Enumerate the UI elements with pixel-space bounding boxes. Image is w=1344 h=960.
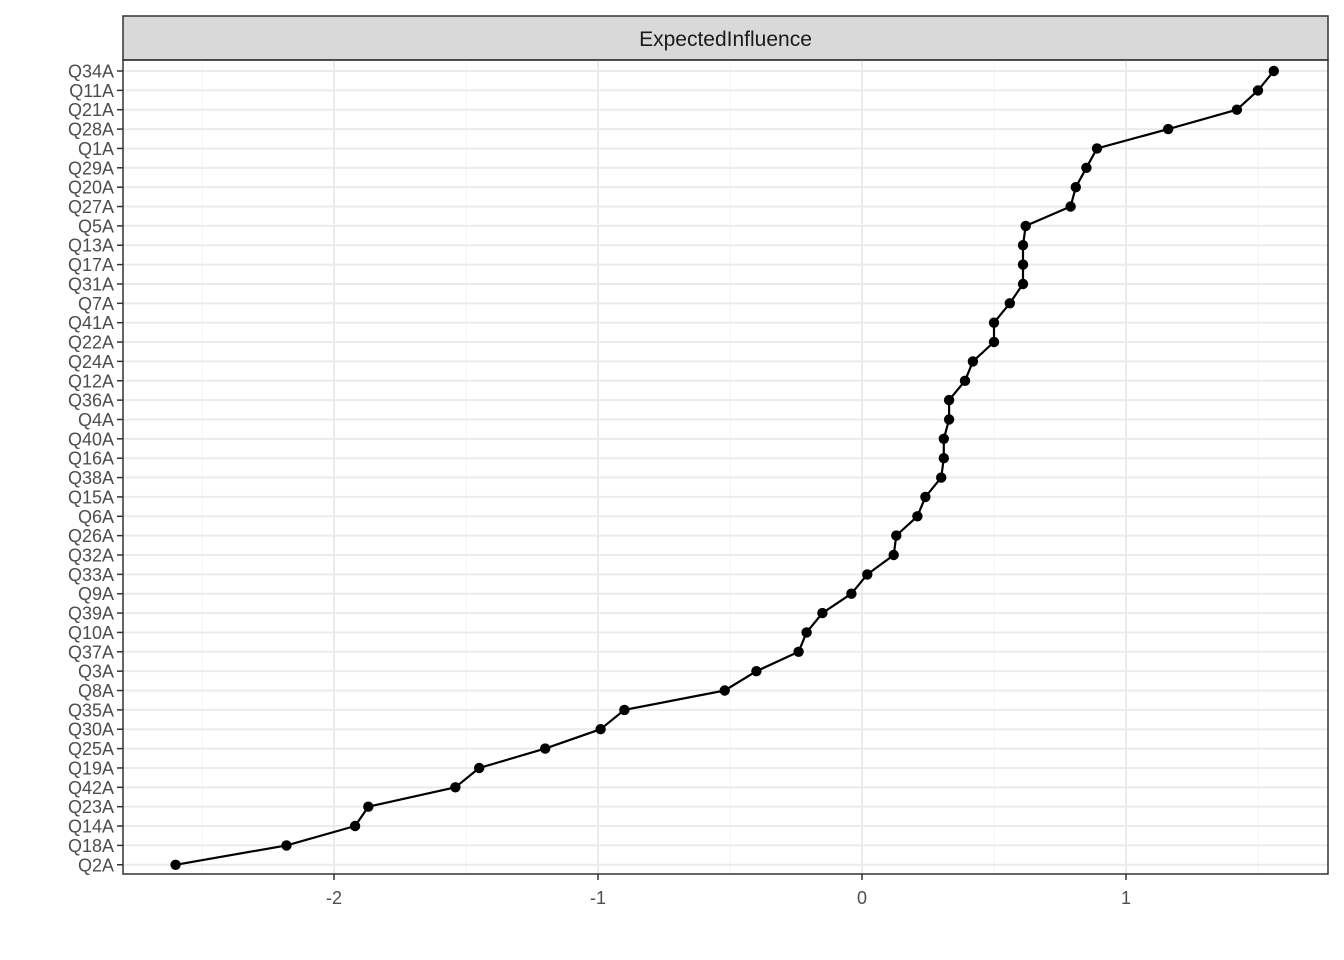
data-point: [281, 840, 292, 851]
data-point: [912, 511, 923, 522]
y-tick-label: Q14A: [68, 817, 114, 837]
data-point: [943, 394, 955, 406]
data-point: [846, 588, 857, 599]
y-tick-label: Q31A: [68, 274, 114, 294]
y-tick-label: Q28A: [68, 120, 114, 140]
data-point: [595, 724, 606, 735]
data-point: [988, 336, 1000, 348]
data-point: [967, 356, 979, 367]
y-tick-label: Q19A: [68, 758, 114, 778]
y-tick-label: Q20A: [68, 178, 114, 198]
x-tick-label: 0: [857, 888, 867, 908]
y-tick-label: Q15A: [68, 487, 114, 507]
strip-title: ExpectedInfluence: [639, 28, 812, 51]
y-tick-label: Q32A: [68, 546, 114, 566]
data-point: [1163, 123, 1174, 135]
data-point: [1065, 201, 1076, 212]
data-point: [988, 317, 1000, 328]
y-tick-label: Q7A: [78, 294, 114, 314]
y-tick-label: Q39A: [68, 604, 114, 624]
y-tick-label: Q37A: [68, 642, 114, 662]
data-point: [920, 491, 931, 503]
data-point: [751, 666, 762, 677]
data-point: [1017, 278, 1029, 290]
y-tick-label: Q21A: [68, 100, 114, 120]
data-point: [938, 433, 949, 444]
data-point: [619, 704, 630, 716]
data-point: [1231, 104, 1243, 115]
data-point: [1017, 259, 1029, 270]
x-tick-label: -2: [326, 888, 342, 908]
y-tick-label: Q36A: [68, 391, 114, 411]
y-tick-label: Q1A: [78, 139, 114, 159]
data-point: [1252, 85, 1264, 96]
y-tick-label: Q24A: [68, 352, 114, 372]
data-point: [959, 375, 971, 386]
y-tick-label: Q35A: [68, 700, 114, 720]
data-point: [862, 569, 873, 580]
y-tick-label: Q3A: [78, 662, 114, 682]
panel-border: [122, 59, 1329, 875]
y-tick-label: Q23A: [68, 797, 114, 817]
y-tick-label: Q34A: [68, 62, 114, 82]
y-tick-label: Q22A: [68, 333, 114, 353]
y-tick-label: Q10A: [68, 623, 114, 643]
x-axis: -2 -1 0 1: [326, 874, 1131, 908]
data-point: [1081, 162, 1092, 173]
data-point: [793, 646, 804, 657]
data-point: [1020, 220, 1031, 232]
series: [170, 65, 1280, 870]
data-point: [938, 453, 949, 464]
data-point: [888, 549, 899, 561]
y-tick-label: Q26A: [68, 526, 114, 546]
data-point: [1004, 298, 1015, 309]
x-tick-label: -1: [590, 888, 606, 908]
y-tick-label: Q18A: [68, 836, 114, 856]
data-point: [936, 472, 947, 483]
y-tick-label: Q6A: [78, 507, 114, 527]
y-tick-label: Q27A: [68, 197, 114, 217]
y-tick-label: Q38A: [68, 468, 114, 488]
data-point: [540, 743, 551, 754]
data-point: [1070, 182, 1082, 193]
data-point: [817, 607, 828, 619]
y-tick-label: Q11A: [69, 81, 114, 101]
y-tick-label: Q8A: [78, 681, 114, 701]
grid-major: [123, 60, 1328, 874]
y-tick-label: Q13A: [68, 236, 114, 256]
y-tick-label: Q12A: [68, 371, 114, 391]
data-point: [349, 820, 361, 832]
y-tick-label: Q29A: [68, 158, 114, 178]
series-line: [175, 70, 1275, 866]
data-point: [801, 627, 812, 638]
data-point: [450, 782, 461, 793]
data-point: [891, 530, 902, 541]
y-tick-label: Q33A: [68, 565, 114, 585]
data-point: [1017, 240, 1029, 251]
data-point: [474, 762, 485, 774]
data-point: [170, 859, 181, 870]
y-tick-label: Q25A: [68, 739, 114, 759]
data-point: [363, 801, 374, 812]
data-point: [943, 414, 955, 425]
y-tick-label: Q42A: [68, 778, 114, 798]
y-axis: Q34AQ11AQ21AQ28AQ1AQ29AQ20AQ27AQ5AQ13AQ1…: [68, 62, 123, 875]
y-tick-label: Q17A: [68, 255, 114, 275]
grid-minor: [201, 60, 1259, 874]
strip-background: [122, 15, 1329, 61]
y-tick-label: Q40A: [68, 429, 114, 449]
data-point: [719, 685, 730, 696]
x-tick-label: 1: [1121, 888, 1131, 908]
y-tick-label: Q41A: [68, 313, 114, 333]
data-point: [1091, 143, 1103, 154]
y-tick-label: Q4A: [78, 410, 114, 430]
y-tick-label: Q9A: [78, 584, 114, 604]
y-tick-label: Q16A: [68, 449, 114, 469]
y-tick-label: Q5A: [78, 216, 114, 236]
y-tick-label: Q2A: [78, 855, 114, 875]
data-point: [1268, 65, 1280, 77]
y-tick-label: Q30A: [68, 720, 114, 740]
